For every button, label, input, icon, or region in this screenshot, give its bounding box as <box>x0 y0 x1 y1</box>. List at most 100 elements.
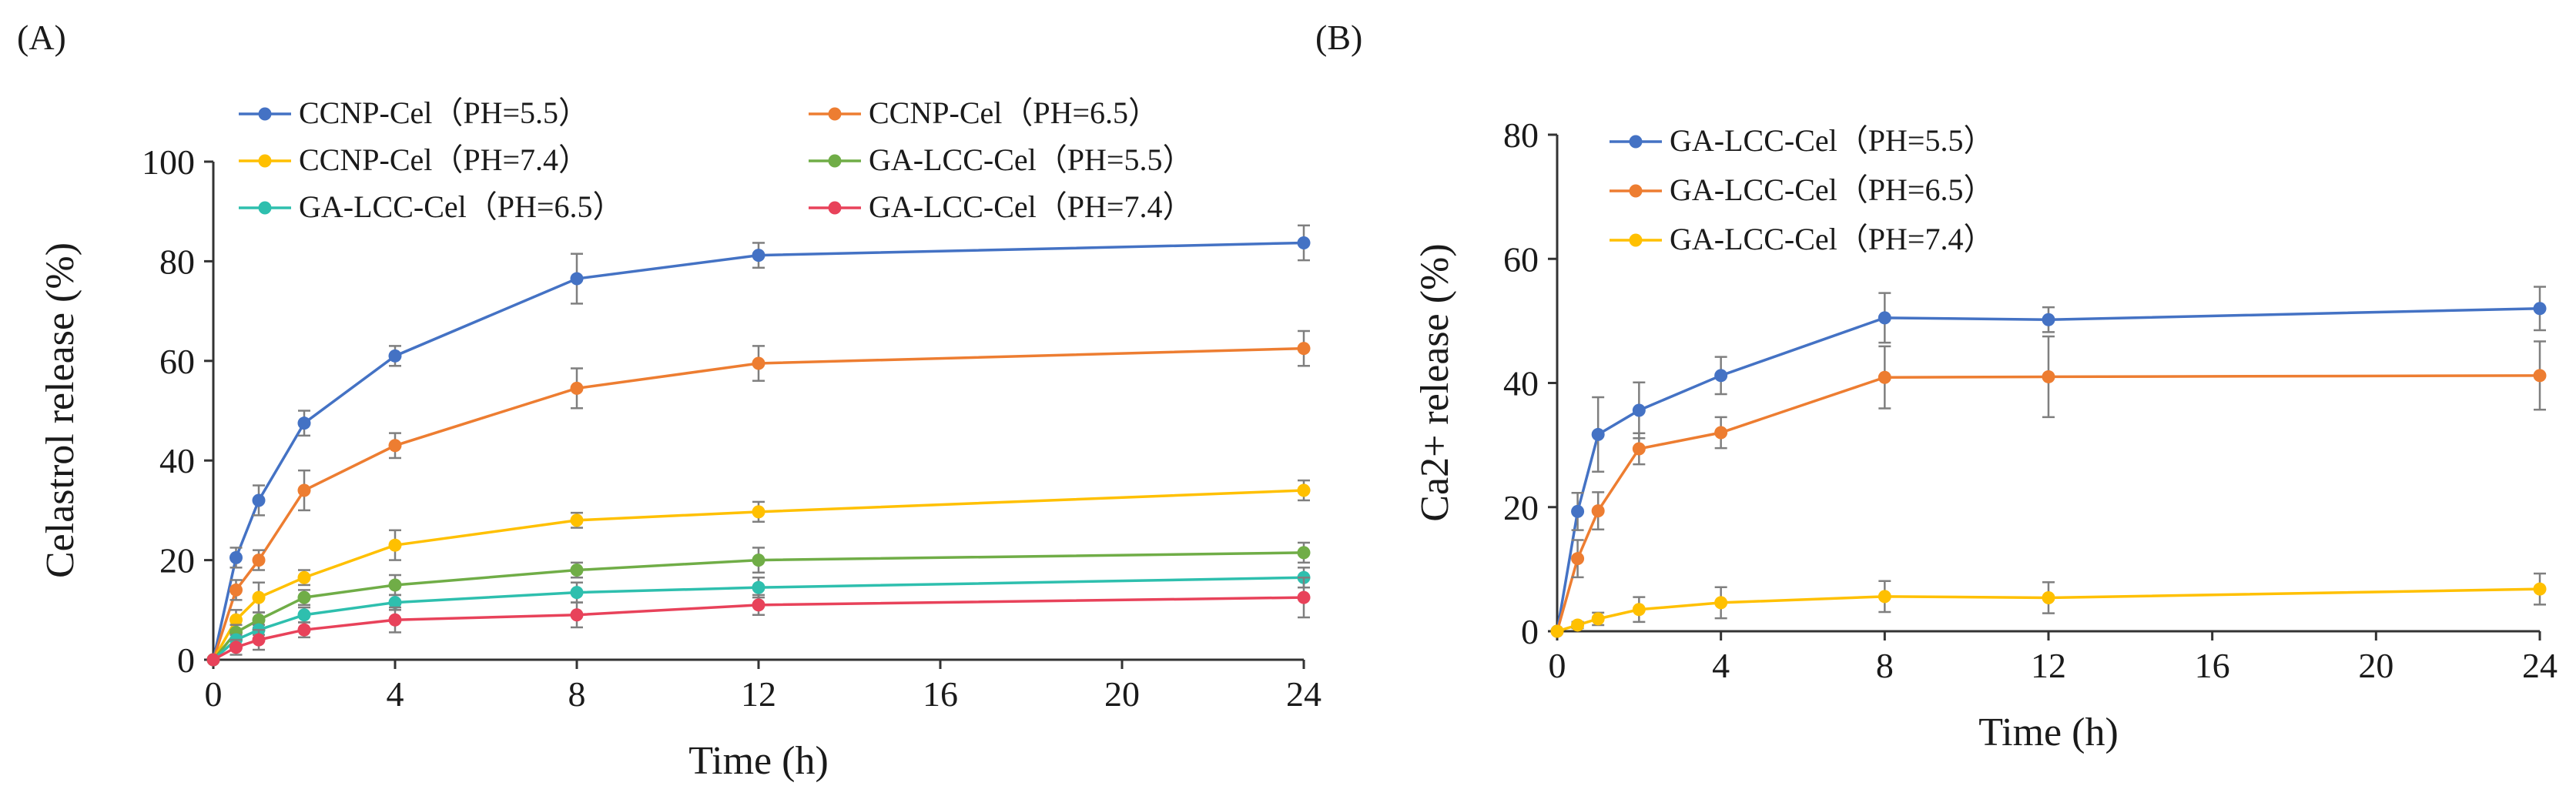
data-point <box>752 505 765 519</box>
data-point <box>252 553 266 567</box>
data-point <box>1632 403 1646 417</box>
legend-marker <box>258 107 272 121</box>
legend-label: CCNP-Cel（PH=7.4） <box>299 142 589 177</box>
data-point <box>252 613 266 627</box>
legend-marker <box>1629 135 1643 149</box>
legend-marker <box>258 201 272 215</box>
x-tick-label: 0 <box>205 674 223 714</box>
data-point <box>1297 483 1311 497</box>
series-1 <box>206 329 1311 667</box>
y-tick-label: 60 <box>1503 239 1539 279</box>
data-point <box>1632 442 1646 456</box>
data-point <box>2533 302 2547 316</box>
data-point <box>2533 582 2547 596</box>
data-point <box>297 608 311 622</box>
data-point <box>1878 370 1891 384</box>
x-tick-label: 20 <box>1104 674 1140 714</box>
data-point <box>1297 342 1311 356</box>
legend-marker <box>1629 184 1643 198</box>
x-tick-label: 8 <box>568 674 586 714</box>
series-2 <box>206 479 1311 667</box>
data-point <box>570 564 584 577</box>
y-tick-label: 20 <box>1503 488 1539 527</box>
x-tick-label: 12 <box>741 674 776 714</box>
data-point <box>1297 236 1311 249</box>
data-point <box>570 272 584 286</box>
data-point <box>570 513 584 527</box>
data-point <box>252 633 266 647</box>
series-line <box>1556 307 2541 632</box>
legend-marker <box>1629 233 1643 247</box>
data-point <box>229 640 243 654</box>
y-tick-label: 20 <box>159 541 195 580</box>
x-axis-title: Time (h) <box>1978 711 2119 754</box>
data-point <box>1571 618 1585 632</box>
series-2 <box>1550 572 2547 638</box>
legend-marker <box>828 154 842 168</box>
legend-entry: GA-LCC-Cel（PH=5.5） <box>1610 123 1994 158</box>
panel-label-b: (B) <box>1315 18 1362 57</box>
data-point <box>388 613 402 627</box>
legend-marker <box>828 201 842 215</box>
data-point <box>388 439 402 453</box>
data-point <box>297 623 311 637</box>
legend-label: GA-LCC-Cel（PH=6.5） <box>1670 172 1994 207</box>
y-axis-title: Ca2+ release (%) <box>1413 243 1457 521</box>
legend-entry: GA-LCC-Cel（PH=5.5） <box>809 142 1193 177</box>
y-tick-label: 40 <box>159 441 195 480</box>
chart-b: 0 20 40 60 80 0 4 8 12 16 20 24 Time (h) Ca2+ release… <box>1413 115 2558 754</box>
series-4 <box>206 567 1311 667</box>
data-point <box>388 349 402 363</box>
y-tick-label: 60 <box>159 342 195 381</box>
data-point <box>570 586 584 600</box>
legend-entry: CCNP-Cel（PH=7.4） <box>239 142 589 177</box>
y-tick-label: 40 <box>1503 364 1539 403</box>
chart-a: 0 20 40 60 80 100 0 4 8 12 16 20 24 Time (h) Celastrol… <box>39 95 1321 783</box>
y-tick-label: 0 <box>1521 612 1539 651</box>
legend-label: GA-LCC-Cel（PH=7.4） <box>869 189 1193 224</box>
data-point <box>297 570 311 584</box>
y-tick-label: 100 <box>142 142 195 182</box>
data-point <box>752 598 765 612</box>
data-point <box>2042 590 2055 604</box>
legend-entry: GA-LCC-Cel（PH=6.5） <box>239 189 623 224</box>
x-tick-label: 20 <box>2358 646 2393 685</box>
legend-entry: CCNP-Cel（PH=6.5） <box>809 95 1159 130</box>
legend-label: CCNP-Cel（PH=6.5） <box>869 95 1159 130</box>
legend-label: GA-LCC-Cel（PH=7.4） <box>1670 222 1994 256</box>
x-tick-label: 4 <box>1712 646 1730 685</box>
data-point <box>1550 624 1564 638</box>
x-tick-label: 24 <box>2522 646 2558 685</box>
legend-entry: GA-LCC-Cel（PH=7.4） <box>809 189 1193 224</box>
data-point <box>752 580 765 594</box>
y-tick-label: 0 <box>177 640 195 680</box>
x-tick-label: 16 <box>2195 646 2230 685</box>
panel-label-a: (A) <box>17 18 66 57</box>
series-line <box>1556 374 2541 632</box>
x-tick-label: 8 <box>1876 646 1894 685</box>
x-tick-label: 0 <box>1549 646 1566 685</box>
data-point <box>388 538 402 552</box>
data-point <box>1714 426 1728 440</box>
data-point <box>2042 370 2055 383</box>
data-point <box>570 381 584 395</box>
data-point <box>1632 603 1646 617</box>
legend-label: GA-LCC-Cel（PH=5.5） <box>869 142 1193 177</box>
data-point <box>1591 612 1605 626</box>
legend-entry: GA-LCC-Cel（PH=7.4） <box>1610 222 1994 256</box>
legend-entry: CCNP-Cel（PH=5.5） <box>239 95 589 130</box>
data-point <box>229 613 243 627</box>
legend-marker <box>258 154 272 168</box>
data-point <box>297 416 311 430</box>
data-point <box>388 596 402 610</box>
x-tick-label: 12 <box>2031 646 2066 685</box>
data-point <box>1714 596 1728 610</box>
y-tick-label: 80 <box>1503 115 1539 155</box>
legend-label: GA-LCC-Cel（PH=5.5） <box>1670 123 1994 158</box>
data-point <box>1297 590 1311 604</box>
legend-entry: GA-LCC-Cel（PH=6.5） <box>1610 172 1994 207</box>
data-point <box>2042 313 2055 326</box>
series-5 <box>206 576 1311 667</box>
data-point <box>1714 369 1728 383</box>
